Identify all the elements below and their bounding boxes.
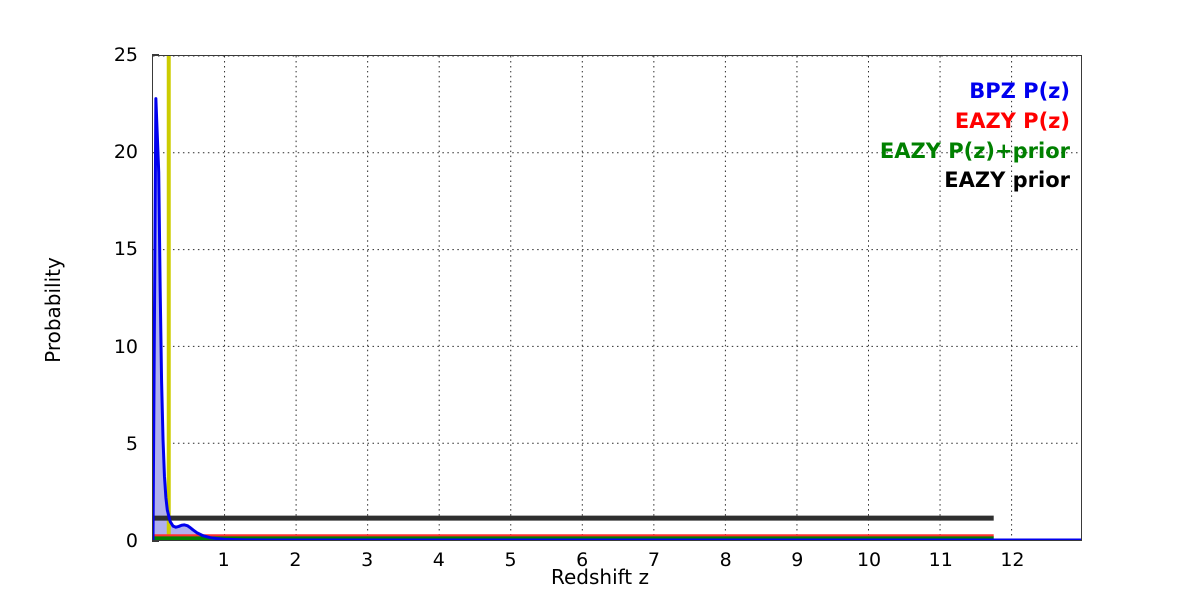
y-axis-label: Probability	[41, 257, 65, 363]
x-tick-label: 1	[217, 549, 230, 571]
y-tick-label: 20	[113, 141, 138, 164]
legend-entry-bpz-pz: BPZ P(z)	[969, 79, 1070, 103]
x-tick-label: 2	[289, 549, 302, 571]
legend: BPZ P(z) EAZY P(z) EAZY P(z)+prior EAZY …	[880, 77, 1070, 196]
x-tick-label: 9	[791, 549, 804, 571]
x-axis-label: Redshift z	[550, 565, 650, 589]
x-tick-label: 8	[719, 549, 732, 571]
x-tick-label: 11	[928, 549, 953, 571]
y-tick-label: 25	[113, 44, 138, 66]
plot-area	[152, 55, 1082, 541]
y-tick-label: 15	[113, 238, 138, 261]
x-tick-label: 6	[576, 549, 589, 571]
series-line-bpz-pz	[153, 97, 1081, 540]
gridlines	[153, 56, 1081, 540]
legend-entry-eazy-pz: EAZY P(z)	[954, 108, 1070, 133]
x-tick-label: 7	[647, 549, 660, 571]
y-tick-label: 0	[125, 530, 138, 552]
y-tick-label: 5	[125, 432, 138, 455]
x-tick-label: 5	[504, 549, 517, 571]
legend-entry-eazy-pz-prior: EAZY P(z)+prior	[879, 138, 1070, 163]
x-tick-label: 3	[361, 549, 374, 571]
legend-entry-eazy-prior: EAZY prior	[944, 168, 1070, 193]
x-tick-label: 4	[432, 549, 445, 571]
y-tick-mark	[152, 540, 159, 542]
x-tick-label: 10	[856, 549, 882, 571]
data-series-layer	[153, 56, 1081, 540]
x-tick-label: 12	[1000, 549, 1025, 571]
y-tick-label: 10	[113, 335, 138, 358]
